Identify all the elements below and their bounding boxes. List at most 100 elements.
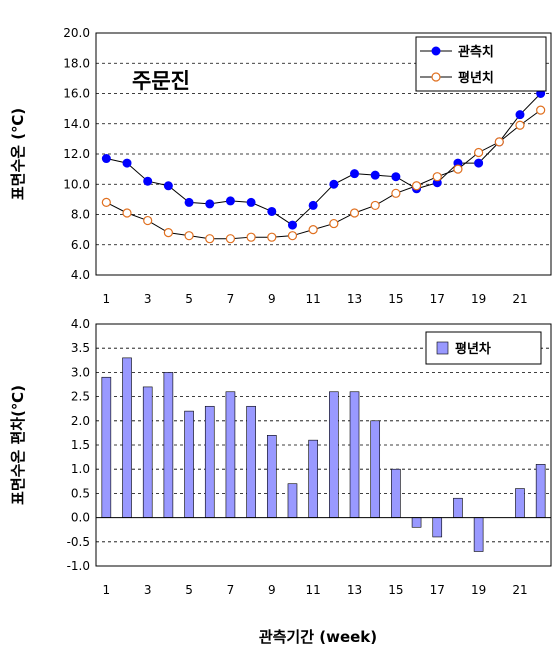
bottom-x-tick-labels: 1 3 5 7 9 11 13 15 17 19 21: [103, 583, 528, 597]
observed-point: [474, 158, 484, 168]
legend-normal-marker: [431, 72, 441, 82]
deviation-bar: [535, 464, 546, 518]
normal-point: [287, 231, 298, 241]
bottom-x-tick-label: 3: [144, 583, 152, 597]
bottom-legend: 평년차: [425, 331, 542, 365]
top-x-tick-label: 5: [185, 292, 193, 306]
deviation-bar: [246, 405, 256, 518]
normal-point: [122, 208, 132, 218]
top-x-tick-label: 13: [347, 292, 362, 306]
bottom-y-tick-label: -0.5: [67, 535, 90, 549]
observed-point: [246, 197, 256, 207]
bottom-y-tick-label: 4.0: [71, 317, 90, 331]
top-y-tick-labels: 4.0 6.0 8.0 10.0 12.0 14.0 16.0 18.0 20.0: [63, 26, 90, 282]
deviation-bar: [432, 517, 443, 538]
deviation-bar: [370, 420, 381, 518]
normal-point: [391, 188, 401, 198]
bottom-x-tick-label: 21: [512, 583, 527, 597]
top-x-tick-label: 3: [144, 292, 152, 306]
normal-point: [225, 234, 236, 244]
observed-point: [163, 181, 173, 191]
deviation-bar: [266, 435, 277, 518]
observed-point: [350, 169, 360, 179]
top-y-axis-label: 표면수온 (℃): [9, 108, 27, 200]
observed-point: [267, 206, 277, 216]
top-y-tick-label: 14.0: [63, 117, 90, 131]
top-y-tick-label: 18.0: [63, 56, 90, 70]
legend-normal-label: 평년치: [458, 70, 494, 86]
top-x-tick-label: 15: [388, 292, 403, 306]
deviation-bar: [411, 517, 422, 528]
top-plot-frame: [95, 32, 552, 276]
bottom-y-tick-label: 3.0: [71, 365, 90, 379]
observed-point: [122, 158, 132, 168]
observed-point: [515, 110, 525, 120]
deviation-bar: [308, 439, 318, 518]
bottom-x-tick-label: 7: [227, 583, 235, 597]
bottom-x-tick-label: 1: [103, 583, 111, 597]
top-y-tick-label: 10.0: [63, 177, 90, 191]
bottom-y-axis-label: 표면수온 편차(℃): [9, 385, 27, 505]
series-line-observed: [106, 93, 542, 226]
normal-point: [515, 120, 525, 130]
observed-point: [370, 170, 380, 180]
bottom-plot-frame: [95, 323, 552, 567]
normal-point: [101, 197, 111, 207]
normal-point: [370, 200, 380, 211]
deviation-bar: [122, 357, 132, 518]
normal-point: [432, 172, 442, 182]
deviation-bar: [204, 405, 215, 518]
top-y-tick-label: 16.0: [63, 87, 90, 101]
deviation-bar: [142, 386, 153, 518]
bottom-x-tick-label: 15: [388, 583, 403, 597]
bottom-y-tick-labels: -1.0 -0.5 0.0 0.5 1.0 1.5 2.0 2.5 3.0 3.5 4.0: [67, 317, 90, 573]
deviation-bar: [515, 488, 525, 518]
normal-point: [184, 231, 194, 241]
normal-point: [411, 181, 422, 191]
deviation-bar: [473, 517, 484, 552]
normal-point: [329, 218, 339, 229]
top-series-lines: [106, 93, 542, 240]
normal-point: [536, 105, 546, 115]
top-legend-box: [415, 36, 547, 92]
normal-point: [246, 232, 256, 242]
top-series-markers: [101, 89, 546, 244]
observed-point: [287, 220, 297, 230]
bottom-x-tick-label: 13: [347, 583, 362, 597]
top-y-tick-label: 8.0: [71, 208, 90, 222]
deviation-bar: [349, 391, 360, 518]
observed-point: [225, 196, 235, 206]
deviation-bar: [163, 372, 174, 518]
bottom-x-tick-label: 19: [471, 583, 486, 597]
top-x-tick-label: 9: [268, 292, 276, 306]
deviation-bar: [391, 468, 401, 518]
observed-point: [329, 179, 339, 189]
top-x-tick-label: 21: [512, 292, 527, 306]
deviation-bar: [329, 391, 339, 518]
normal-point: [308, 225, 318, 235]
top-y-tick-label: 20.0: [63, 26, 90, 40]
bottom-y-tick-label: 2.5: [71, 390, 90, 404]
bottom-x-tick-label: 11: [306, 583, 321, 597]
bottom-x-tick-label: 5: [185, 583, 193, 597]
observed-point: [184, 197, 194, 207]
normal-point: [494, 137, 504, 147]
normal-point: [474, 147, 484, 158]
top-x-tick-labels: 1 3 5 7 9 11 13 15 17 19 21: [103, 292, 528, 306]
legend-observed-marker: [431, 46, 441, 56]
observed-point: [101, 154, 111, 164]
bottom-y-tick-label: -1.0: [67, 559, 90, 573]
top-y-tick-label: 12.0: [63, 147, 90, 161]
legend-observed-label: 관측치: [458, 44, 494, 60]
top-x-tick-label: 7: [227, 292, 235, 306]
observed-point: [308, 200, 318, 210]
deviation-bar: [101, 376, 112, 518]
top-y-tick-label: 6.0: [71, 238, 90, 252]
top-x-tick-label: 17: [430, 292, 445, 306]
bottom-x-tick-label: 9: [268, 583, 276, 597]
bottom-y-tick-label: 1.5: [71, 438, 90, 452]
station-name-annotation: 주문진: [132, 69, 190, 93]
bottom-bars: [101, 357, 546, 552]
bottom-y-tick-label: 2.0: [71, 414, 90, 428]
